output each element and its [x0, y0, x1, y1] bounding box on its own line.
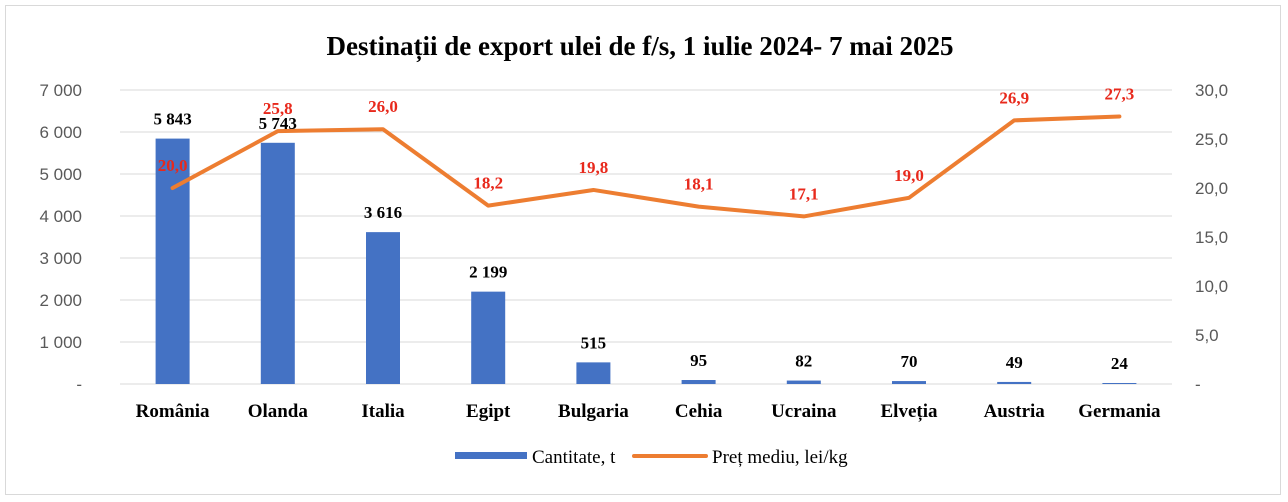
bar [471, 291, 506, 384]
right-axis-tick-label: 10,0 [1195, 277, 1228, 296]
bar [260, 142, 295, 384]
line-data-label: 20,0 [158, 156, 188, 175]
line-data-label: 26,0 [368, 97, 398, 116]
right-axis-tick-label: 30,0 [1195, 81, 1228, 100]
bar-data-label: 5 743 [259, 114, 297, 133]
category-label: Cehia [675, 401, 723, 422]
left-axis-tick-label: 4 000 [39, 207, 82, 226]
category-label: Elveția [881, 401, 938, 422]
category-labels: România Olanda Italia Egipt Bulgaria Cehia Ucr… [136, 401, 1161, 422]
line-data-label: 17,1 [789, 184, 819, 203]
right-axis-tick-label: 5,0 [1195, 326, 1219, 345]
bar-data-label: 49 [1006, 353, 1023, 372]
right-axis-tick-label: 20,0 [1195, 179, 1228, 198]
left-axis-tick-label: - [76, 375, 82, 394]
left-axis-ticks: - 1 000 2 000 3 000 4 000 5 000 6 000 7 000 [39, 81, 82, 394]
bar [681, 380, 716, 384]
left-axis-tick-label: 2 000 [39, 291, 82, 310]
line-data-label: 19,0 [894, 166, 924, 185]
right-axis-ticks: - 5,0 10,0 15,0 20,0 25,0 30,0 [1195, 81, 1228, 394]
bar-data-labels: 5 843 5 743 3 616 2 199 515 95 82 70 49 24 [153, 110, 1128, 373]
line-series [170, 114, 1122, 219]
bar-data-label: 5 843 [153, 110, 191, 129]
legend-swatch-bar [455, 452, 527, 459]
category-label: Germania [1078, 401, 1161, 422]
left-axis-tick-label: 3 000 [39, 249, 82, 268]
bar [155, 138, 190, 384]
right-axis-tick-label: - [1195, 375, 1201, 394]
bar-data-label: 70 [901, 352, 918, 371]
category-label: Austria [984, 401, 1046, 422]
bar [997, 381, 1032, 384]
bar-data-label: 24 [1111, 354, 1129, 373]
left-axis-tick-label: 1 000 [39, 333, 82, 352]
bar [576, 362, 611, 384]
line-data-label: 26,9 [999, 88, 1029, 107]
bar-data-label: 82 [795, 352, 812, 371]
chart-frame [5, 5, 1281, 495]
chart-title: Destinații de export ulei de f/s, 1 iuli… [327, 31, 954, 62]
right-axis-tick-label: 15,0 [1195, 228, 1228, 247]
bar-data-label: 3 616 [364, 203, 402, 222]
line-data-label: 19,8 [579, 158, 609, 177]
category-label: Bulgaria [558, 401, 629, 422]
bar [366, 232, 400, 384]
left-axis-tick-label: 6 000 [39, 123, 82, 142]
bar [786, 380, 821, 384]
right-axis-tick-label: 25,0 [1195, 130, 1228, 149]
price-line [170, 114, 1122, 219]
line-data-label: 27,3 [1105, 84, 1135, 103]
left-axis-tick-label: 7 000 [39, 81, 82, 100]
category-label: Olanda [248, 401, 309, 422]
bar [1102, 382, 1137, 384]
category-label: Ucraina [771, 401, 837, 422]
category-label: Italia [361, 401, 405, 422]
legend: Cantitate, t Preț mediu, lei/kg [455, 447, 848, 468]
legend-label-line: Preț mediu, lei/kg [712, 447, 848, 468]
line-data-label: 18,2 [473, 174, 503, 193]
legend-label-bar: Cantitate, t [532, 447, 616, 468]
line-data-label: 18,1 [684, 175, 714, 194]
category-label: România [136, 401, 210, 422]
line-data-labels: 20,0 25,8 26,0 18,2 19,8 18,1 17,1 19,0 26,9 27,3 [158, 84, 1135, 203]
bar-data-label: 2 199 [469, 263, 507, 282]
line-data-label: 25,8 [263, 99, 293, 118]
bar-data-label: 515 [581, 333, 607, 352]
left-axis-tick-label: 5 000 [39, 165, 82, 184]
bar-series [155, 138, 1137, 384]
bar-data-label: 95 [690, 351, 707, 370]
bar [892, 381, 926, 384]
category-label: Egipt [466, 401, 511, 422]
